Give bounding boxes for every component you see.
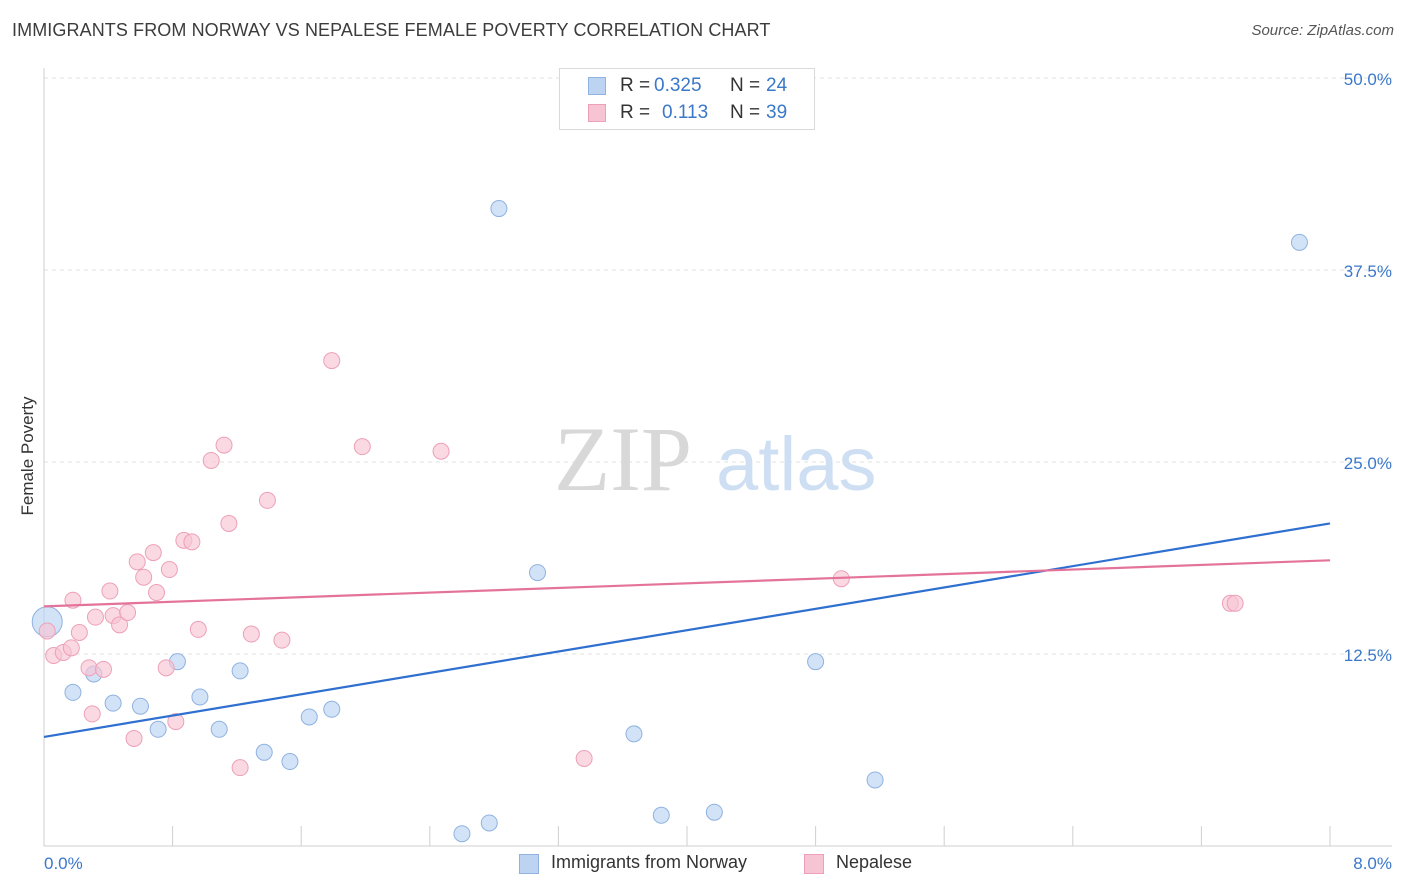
norway-point: [480, 814, 498, 832]
nepalese-point: [135, 568, 153, 586]
source-label: Source: ZipAtlas.com: [1251, 22, 1394, 39]
nepalese-point: [273, 631, 291, 649]
r-value: 0.325: [654, 75, 702, 96]
norway-point: [281, 753, 299, 771]
norway-point: [807, 653, 825, 671]
norway-point: [191, 688, 209, 706]
correlation-legend: R = 0.325 N = 24 R = 0.113 N = 39: [559, 68, 815, 130]
nepalese-point: [220, 514, 238, 532]
y-tick-label: 37.5%: [1344, 262, 1392, 281]
grid-layer: [44, 77, 1392, 655]
nepalese-point: [189, 620, 207, 638]
nepalese-point: [128, 553, 146, 571]
norway-point: [625, 725, 643, 743]
watermark-zip: ZIP: [554, 408, 692, 510]
norway-point: [453, 825, 471, 843]
axis-layer: [43, 68, 1392, 847]
nepalese-point: [119, 604, 137, 622]
chart-title: IMMIGRANTS FROM NORWAY VS NEPALESE FEMAL…: [12, 20, 771, 40]
trend-layer: [43, 522, 1331, 739]
nepalese-point: [242, 625, 260, 643]
norway-point: [104, 694, 122, 712]
norway-point: [490, 200, 508, 218]
n-value: 24: [766, 75, 788, 96]
nepalese-point: [86, 608, 104, 626]
norway-swatch: [519, 854, 539, 874]
legend-label: Immigrants from Norway: [551, 852, 748, 872]
nepalese-point: [38, 622, 56, 640]
nepalese-point: [83, 705, 101, 723]
norway-point: [64, 683, 82, 701]
norway-point: [210, 720, 228, 738]
r-label: R =: [620, 102, 651, 123]
nepalese-swatch: [588, 104, 606, 122]
n-value: 39: [766, 102, 788, 123]
norway-point: [323, 700, 341, 718]
norway-point: [149, 720, 167, 738]
nepalese-point: [148, 584, 166, 602]
nepalese-point: [353, 438, 371, 456]
nepalese-point: [94, 660, 112, 678]
watermark: ZIP atlas: [554, 408, 877, 510]
y-tick-label: 12.5%: [1344, 646, 1392, 665]
norway-point: [1290, 233, 1308, 251]
y-tick-label: 25.0%: [1344, 454, 1392, 473]
nepalese-point: [215, 436, 233, 454]
nepalese-point: [432, 442, 450, 460]
norway-point: [652, 806, 670, 824]
nepalese-point: [80, 659, 98, 677]
points-layer: [31, 200, 1308, 843]
x-tick-label: 0.0%: [44, 854, 83, 873]
norway-swatch: [588, 77, 606, 95]
nepalese-point: [144, 544, 162, 562]
n-label: N =: [730, 75, 761, 96]
watermark-atlas: atlas: [716, 422, 877, 507]
tick-labels: 12.5% 25.0% 37.5% 50.0% 0.0% 8.0%: [44, 70, 1392, 873]
norway-trend-line: [43, 522, 1331, 739]
r-label: R =: [620, 75, 651, 96]
nepalese-point: [101, 582, 119, 600]
norway-point: [131, 697, 149, 715]
nepalese-point: [160, 561, 178, 579]
norway-point: [705, 803, 723, 821]
norway-point: [231, 662, 249, 680]
n-label: N =: [730, 102, 761, 123]
nepalese-point: [62, 639, 80, 657]
nepalese-point: [323, 352, 341, 370]
nepalese-point: [575, 749, 593, 767]
nepalese-point: [231, 759, 249, 777]
norway-point: [866, 771, 884, 789]
y-tick-label: 50.0%: [1344, 70, 1392, 89]
x-tick-label: 8.0%: [1353, 854, 1392, 873]
nepalese-point: [258, 491, 276, 509]
nepalese-point: [183, 533, 201, 551]
norway-point: [529, 564, 547, 582]
nepalese-point: [202, 451, 220, 469]
r-value: 0.113: [662, 102, 709, 123]
nepalese-point: [111, 616, 129, 634]
nepalese-point: [125, 729, 143, 747]
nepalese-point: [157, 659, 175, 677]
legend-label: Nepalese: [836, 852, 913, 872]
nepalese-swatch: [804, 854, 824, 874]
nepalese-trend-line: [43, 559, 1331, 608]
norway-point: [300, 708, 318, 726]
norway-point: [255, 743, 273, 761]
nepalese-point: [1226, 594, 1244, 612]
nepalese-point: [70, 623, 88, 641]
nepalese-point: [167, 713, 185, 731]
